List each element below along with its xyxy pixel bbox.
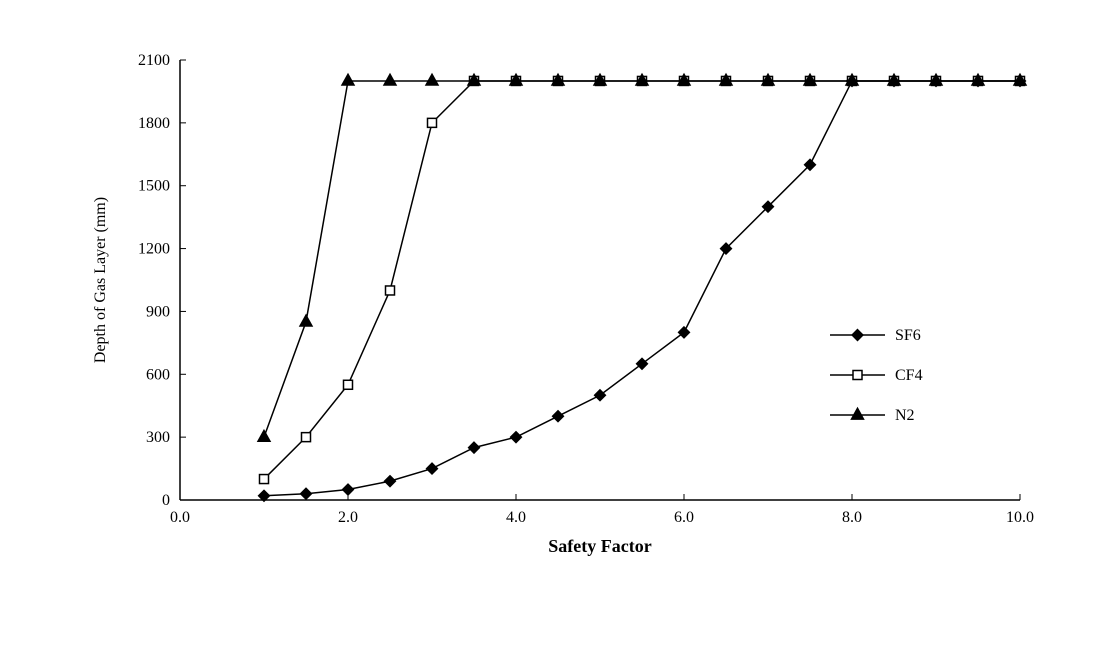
legend-label: CF4 — [895, 367, 923, 384]
x-tick-label: 0.0 — [170, 509, 190, 526]
x-axis-label: Safety Factor — [548, 536, 651, 556]
y-tick-label: 1800 — [138, 115, 170, 132]
line-chart: 0.0 2.0 4.0 6.0 8.0 10.0 0 300 600 900 1200 1500 180… — [0, 0, 1111, 648]
x-tick-label: 6.0 — [674, 509, 694, 526]
legend-label: SF6 — [895, 327, 921, 344]
x-tick-label: 10.0 — [1006, 509, 1034, 526]
y-axis-label: Depth of Gas Layer (mm) — [92, 197, 109, 363]
legend-label: N2 — [895, 407, 915, 424]
y-tick-label: 1500 — [138, 178, 170, 195]
y-tick-label: 2100 — [138, 52, 170, 69]
x-tick-label: 4.0 — [506, 509, 526, 526]
x-tick-label: 2.0 — [338, 509, 358, 526]
y-tick-label: 300 — [146, 429, 170, 446]
y-tick-label: 600 — [146, 366, 170, 383]
y-tick-label: 1200 — [138, 241, 170, 258]
y-tick-label: 900 — [146, 303, 170, 320]
y-tick-label: 0 — [162, 492, 170, 509]
x-tick-label: 8.0 — [842, 509, 862, 526]
